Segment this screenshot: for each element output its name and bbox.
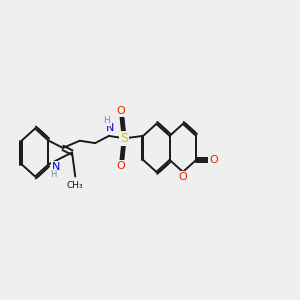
Text: O: O <box>178 172 187 182</box>
Text: O: O <box>209 155 218 165</box>
Text: CH₃: CH₃ <box>67 181 84 190</box>
Text: H: H <box>50 170 57 179</box>
Text: N: N <box>106 123 114 133</box>
Text: H: H <box>103 116 110 125</box>
Text: O: O <box>116 161 125 171</box>
Text: N: N <box>52 162 61 172</box>
Text: S: S <box>120 132 128 145</box>
Text: O: O <box>116 106 125 116</box>
